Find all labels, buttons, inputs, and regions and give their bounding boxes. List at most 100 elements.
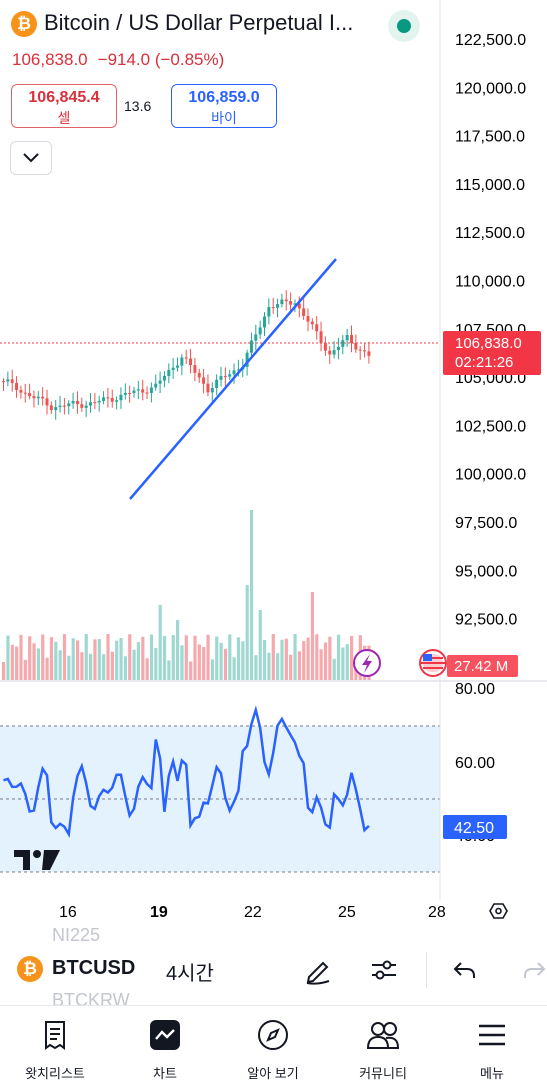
nav-watchlist[interactable]: 왓치리스트 [0,1006,110,1081]
chart-canvas[interactable]: 122,500.0 120,000.0 117,500.0 115,000.0 112,… [0,0,547,930]
volume-bar [176,620,180,680]
candle-body [58,405,62,408]
market-status-icon[interactable] [388,10,420,42]
time-label-28: 28 [428,904,446,921]
price-change-line: 106,838.0 −914.0 (−0.85%) [12,50,224,70]
candle-body [219,376,223,380]
candle-body [123,392,127,395]
ticker-symbol[interactable]: BTCUSD [52,957,136,979]
candle-body [119,394,123,401]
candle-body [345,335,349,341]
candle-body [223,376,227,378]
nav-explore-label: 알아 보기 [247,1066,299,1081]
indicator-settings-button[interactable] [364,950,404,990]
price-axis[interactable]: 122,500.0 120,000.0 117,500.0 115,000.0 112,… [455,32,526,629]
volume-bar [97,639,101,680]
volume-bar [141,636,145,680]
candle-body [49,405,53,411]
volume-bar [276,653,280,680]
volume-bar [310,592,315,680]
candle-body [267,307,271,317]
candle-body [289,301,293,305]
price-axis-label: 100,000.0 [455,467,526,484]
volume-bar [271,634,275,680]
price-change: −914.0 (−0.85%) [97,50,225,69]
candle-body [141,389,145,393]
candle-body [67,403,71,407]
nav-explore[interactable]: 알아 보기 [218,1006,328,1081]
candle-body [193,365,197,373]
volume-bar [67,655,71,680]
candle-body [2,381,5,383]
nav-menu[interactable]: 메뉴 [437,1006,547,1081]
price-axis-label: 92,500.0 [455,612,517,629]
drawing-tool-button[interactable] [298,950,338,990]
volume-bar [71,638,75,680]
candle-body [176,365,179,368]
volume-bar [197,644,201,680]
volume-bar [171,635,175,680]
volume-bar [41,634,45,680]
volume-bar [297,651,301,680]
volume-bar [254,655,258,680]
candle-body [6,379,10,382]
candle-body [363,350,367,352]
candle-body [367,351,371,356]
volume-bar [102,654,106,680]
sell-label: 셀 [57,110,71,126]
nav-community[interactable]: 커뮤니티 [328,1006,438,1081]
candle-body [332,350,336,355]
chart-settings-icon[interactable] [489,903,508,919]
time-label-22: 22 [244,904,262,921]
price-axis-label: 117,500.0 [455,129,525,146]
volume-bar [345,644,349,680]
trend-line-drawing[interactable] [129,258,337,500]
sliders-icon [372,960,396,980]
volume-bar [328,636,332,680]
volume-bar [332,658,336,680]
tradingview-logo[interactable] [14,848,62,872]
collapse-button[interactable] [10,141,52,175]
nav-chart[interactable]: 차트 [110,1006,220,1081]
nav-watchlist-label: 왓치리스트 [25,1066,85,1081]
volume-bar [128,634,132,680]
volume-bar [75,640,80,680]
candle-body [354,342,358,350]
candle-body [202,377,206,384]
candle-body [293,303,297,305]
volume-bar [145,658,149,680]
candle-body [128,392,132,394]
volume-bar [232,657,236,680]
candle-body [15,382,19,390]
sell-button[interactable]: 106,845.4 셀 [11,84,117,128]
candle-body [167,369,171,376]
candle-body [206,383,210,393]
candle-body [106,397,110,399]
candle-body [75,400,79,405]
candle-body [271,307,275,309]
candle-body [149,387,153,393]
price-axis-label: 122,500.0 [455,32,526,49]
candle-body [71,400,75,404]
rsi-value-tag [443,815,507,839]
volume-bar [180,645,184,680]
candle-body [45,398,49,406]
volume-bar [106,634,110,680]
volume-bar [10,644,14,680]
volume-bar [80,652,84,680]
symbol-title[interactable]: Bitcoin / US Dollar Perpetual I... [44,10,354,35]
candle-body [315,324,319,332]
candle-body [171,367,175,370]
redo-button[interactable] [520,950,547,990]
interval-selector[interactable]: 4시간 [166,963,214,985]
volume-bar [267,652,271,680]
volume-bar [193,635,197,680]
buy-button[interactable]: 106,859.0 바이 [171,84,277,128]
volume-bar [293,634,297,680]
rsi-label-60: 60.00 [455,755,495,772]
volume-bar [93,639,97,680]
candle-body [276,304,280,308]
volume-bar [189,661,193,680]
undo-button[interactable] [445,950,485,990]
community-icon [366,1022,400,1049]
